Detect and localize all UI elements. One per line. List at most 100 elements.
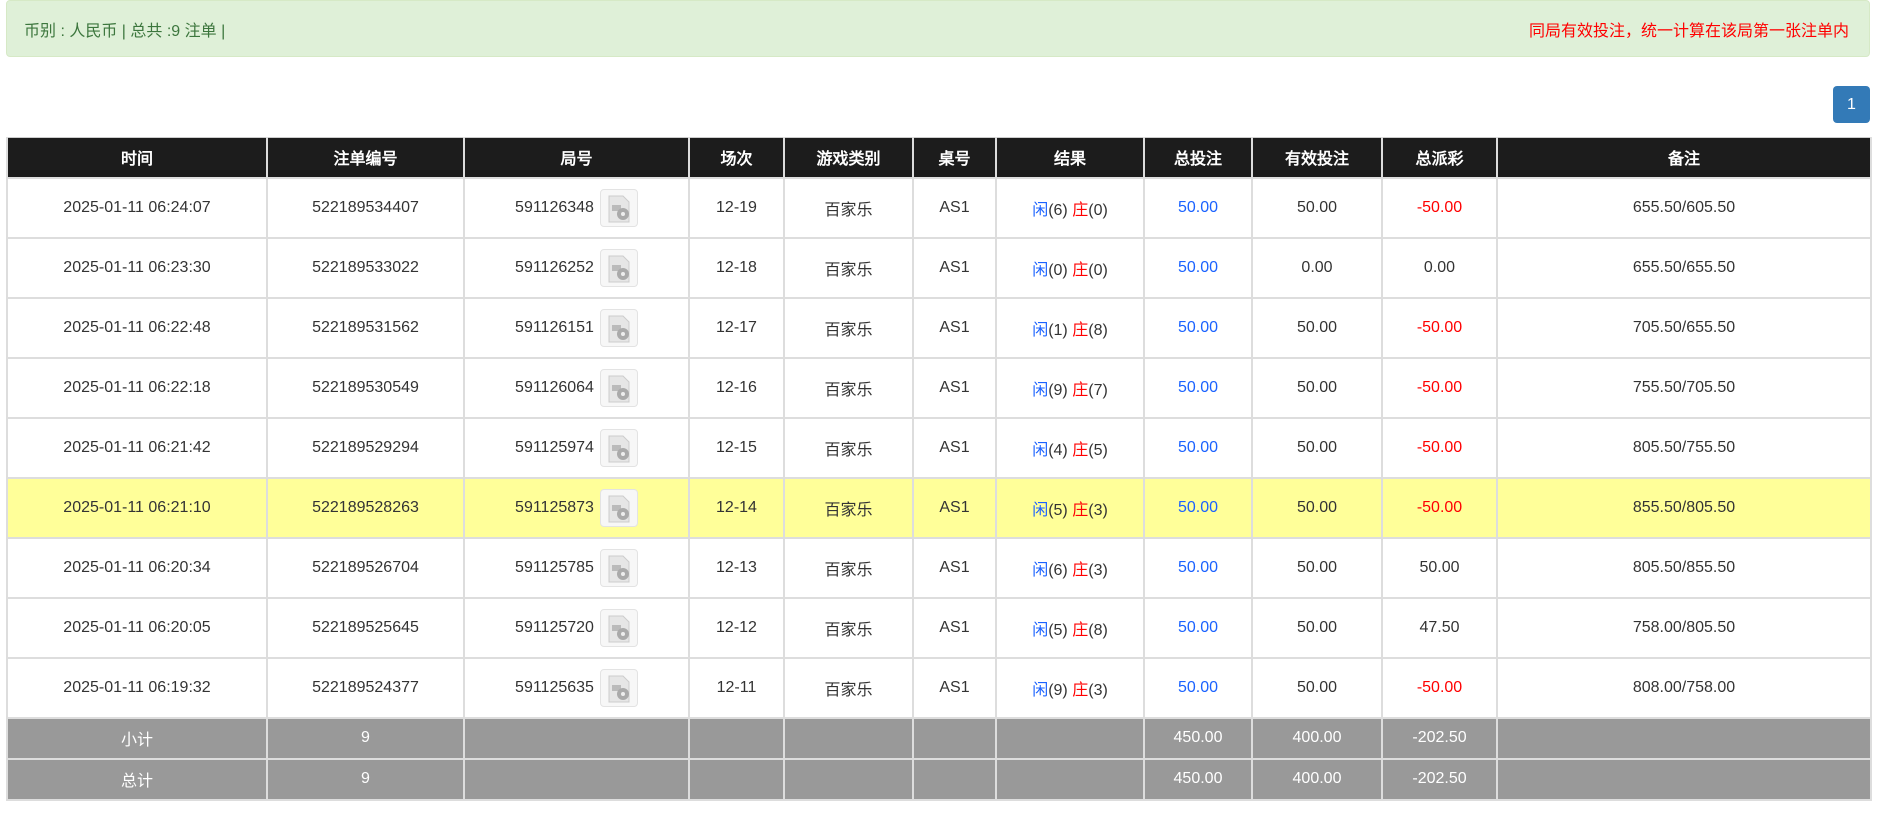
player-label: 闲 — [1032, 261, 1049, 279]
video-replay-icon[interactable] — [599, 368, 638, 407]
cell-table: AS1 — [912, 296, 997, 359]
player-value: (9) — [1048, 381, 1068, 399]
cell-bet_id: 522189531562 — [266, 296, 465, 359]
video-replay-icon[interactable] — [599, 308, 638, 347]
cell-valid: 50.00 — [1251, 476, 1383, 539]
cell-round: 591126348 — [463, 176, 690, 239]
summary-alert: 币别 : 人民币 | 总共 :9 注单 | 同局有效投注，统一计算在该局第一张注… — [6, 0, 1870, 57]
cell-shoe: 12-17 — [688, 296, 785, 359]
summary-count: 9 — [266, 757, 465, 801]
video-replay-icon[interactable] — [599, 668, 638, 707]
subtotal-row: 小计 9 450.00 400.00 -202.50 — [6, 716, 1872, 760]
table-row: 2025-01-11 06:21:10 522189528263 591125873… — [6, 476, 1872, 539]
round-id: 591126064 — [515, 378, 594, 396]
cell-shoe: 12-11 — [688, 656, 785, 719]
cell-bet_id: 522189533022 — [266, 236, 465, 299]
banker-label: 庄 — [1072, 561, 1089, 579]
cell-bet_id: 522189526704 — [266, 536, 465, 599]
cell-round: 591126064 — [463, 356, 690, 419]
summary-payout: -202.50 — [1381, 716, 1498, 760]
banker-label: 庄 — [1072, 321, 1089, 339]
cell-remark: 805.50/755.50 — [1496, 416, 1872, 479]
cell-round: 591126151 — [463, 296, 690, 359]
cell-game: 百家乐 — [783, 236, 914, 299]
table-header: 时间 注单编号 局号 场次 游戏类别 桌号 结果 总投注 有效投注 总派彩 备注 — [6, 137, 1872, 179]
cell-time: 2025-01-11 06:19:32 — [6, 656, 268, 719]
video-replay-icon[interactable] — [599, 608, 638, 647]
table-row: 2025-01-11 06:19:32 522189524377 591125635… — [6, 656, 1872, 719]
cell-remark: 755.50/705.50 — [1496, 356, 1872, 419]
cell-payout: -50.00 — [1381, 296, 1498, 359]
alert-note: 同局有效投注，统一计算在该局第一张注单内 — [1528, 22, 1849, 40]
cell-bet_id: 522189534407 — [266, 176, 465, 239]
cell-table: AS1 — [912, 596, 997, 659]
cell-payout: 50.00 — [1381, 536, 1498, 599]
summary-total: 450.00 — [1143, 716, 1253, 760]
cell-result: 闲(5) 庄(8) — [995, 596, 1145, 659]
cell-table: AS1 — [912, 176, 997, 239]
banker-label: 庄 — [1072, 441, 1089, 459]
page-1-button[interactable]: 1 — [1833, 86, 1870, 123]
banker-label: 庄 — [1072, 381, 1089, 399]
column-header: 注单编号 — [266, 137, 465, 179]
video-replay-icon[interactable] — [599, 248, 638, 287]
cell-result: 闲(9) 庄(7) — [995, 356, 1145, 419]
player-value: (4) — [1048, 441, 1068, 459]
cell-remark: 758.00/805.50 — [1496, 596, 1872, 659]
cell-valid: 50.00 — [1251, 176, 1383, 239]
round-id: 591126151 — [515, 318, 594, 336]
cell-time: 2025-01-11 06:21:42 — [6, 416, 268, 479]
table-row: 2025-01-11 06:22:48 522189531562 591126151… — [6, 296, 1872, 359]
banker-label: 庄 — [1072, 681, 1089, 699]
player-value: (6) — [1048, 201, 1068, 219]
video-replay-icon[interactable] — [599, 188, 638, 227]
cell-time: 2025-01-11 06:24:07 — [6, 176, 268, 239]
cell-game: 百家乐 — [783, 596, 914, 659]
column-header: 时间 — [6, 137, 268, 179]
banker-label: 庄 — [1072, 501, 1089, 519]
player-value: (0) — [1048, 261, 1068, 279]
banker-value: (3) — [1088, 681, 1108, 699]
cell-round: 591125635 — [463, 656, 690, 719]
cell-game: 百家乐 — [783, 656, 914, 719]
cell-valid: 50.00 — [1251, 416, 1383, 479]
empty-cell — [1496, 757, 1872, 801]
cell-payout: -50.00 — [1381, 176, 1498, 239]
cell-remark: 655.50/605.50 — [1496, 176, 1872, 239]
video-replay-icon[interactable] — [599, 428, 638, 467]
player-label: 闲 — [1032, 321, 1049, 339]
cell-total: 50.00 — [1143, 176, 1253, 239]
cell-bet_id: 522189524377 — [266, 656, 465, 719]
table-row: 2025-01-11 06:24:07 522189534407 591126348… — [6, 176, 1872, 239]
round-id: 591125785 — [515, 558, 594, 576]
empty-cell — [783, 716, 914, 760]
table-row: 2025-01-11 06:22:18 522189530549 591126064… — [6, 356, 1872, 419]
cell-time: 2025-01-11 06:20:34 — [6, 536, 268, 599]
cell-result: 闲(9) 庄(3) — [995, 656, 1145, 719]
round-id: 591125635 — [515, 678, 594, 696]
cell-payout: 47.50 — [1381, 596, 1498, 659]
player-label: 闲 — [1032, 561, 1049, 579]
banker-value: (3) — [1088, 501, 1108, 519]
cell-game: 百家乐 — [783, 416, 914, 479]
column-header: 总派彩 — [1381, 137, 1498, 179]
cell-valid: 50.00 — [1251, 296, 1383, 359]
cell-total: 50.00 — [1143, 596, 1253, 659]
player-label: 闲 — [1032, 621, 1049, 639]
cell-shoe: 12-15 — [688, 416, 785, 479]
cell-table: AS1 — [912, 476, 997, 539]
banker-value: (5) — [1088, 441, 1108, 459]
empty-cell — [688, 716, 785, 760]
cell-payout: 0.00 — [1381, 236, 1498, 299]
banker-value: (0) — [1088, 201, 1108, 219]
cell-valid: 50.00 — [1251, 536, 1383, 599]
cell-time: 2025-01-11 06:22:18 — [6, 356, 268, 419]
round-id: 591125873 — [515, 498, 594, 516]
grand-total-row: 总计 9 450.00 400.00 -202.50 — [6, 757, 1872, 801]
column-header: 局号 — [463, 137, 690, 179]
video-replay-icon[interactable] — [599, 488, 638, 527]
column-header: 总投注 — [1143, 137, 1253, 179]
cell-payout: -50.00 — [1381, 416, 1498, 479]
video-replay-icon[interactable] — [599, 548, 638, 587]
round-id: 591125974 — [515, 438, 594, 456]
